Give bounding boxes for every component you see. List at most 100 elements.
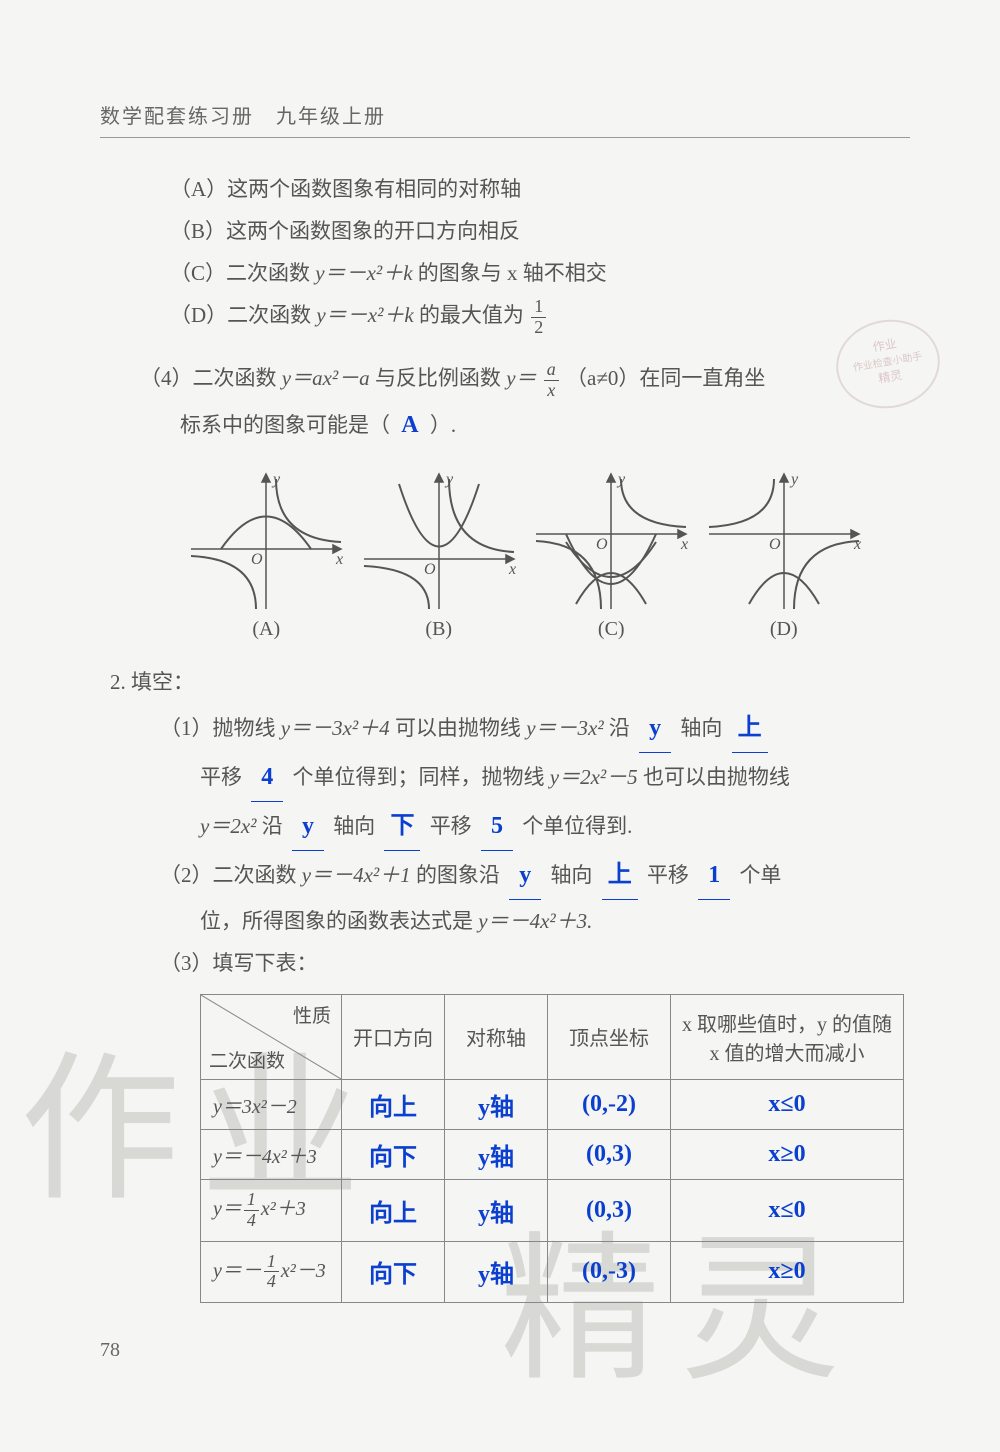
q4-mid: 与反比例函数 — [375, 366, 506, 390]
th-condition: x 取哪些值时，y 的值随 x 值的增大而减小 — [671, 994, 904, 1079]
properties-table: 性质 二次函数 开口方向 对称轴 顶点坐标 x 取哪些值时，y 的值随 x 值的… — [200, 994, 904, 1303]
func-2: y＝－4x²＋3 — [201, 1129, 342, 1179]
blank-units-1: 4 — [251, 753, 283, 802]
svg-text:x: x — [508, 561, 516, 578]
question-4-line1: （4）二次函数 y＝ax²－a 与反比例函数 y＝ a x （a≠0）在同一直角… — [140, 357, 910, 400]
table-wrap: 性质 二次函数 开口方向 对称轴 顶点坐标 x 取哪些值时，y 的值随 x 值的… — [200, 994, 910, 1303]
blank-dir-1: 上 — [732, 704, 768, 753]
page-header: 数学配套练习册 九年级上册 — [100, 100, 910, 138]
q4-expr2-pre: y＝ — [506, 366, 536, 390]
graph-b: x y O (B) — [353, 464, 526, 641]
r1-dir: 向上 — [342, 1079, 445, 1129]
r1-axis: y轴 — [445, 1079, 548, 1129]
q2-1-line2: 平移 4 个单位得到；同样，抛物线 y＝2x²－5 也可以由抛物线 — [200, 753, 910, 802]
r2-cond: x≥0 — [671, 1129, 904, 1179]
graph-a: x y O (A) — [180, 464, 353, 641]
th-axis: 对称轴 — [445, 994, 548, 1079]
r2-dir: 向下 — [342, 1129, 445, 1179]
q4-pre: （4）二次函数 — [140, 366, 282, 390]
blank-units-2: 5 — [481, 802, 513, 851]
diag-bot: 二次函数 — [209, 1046, 285, 1073]
func-3: y＝14x²＋3 — [201, 1179, 342, 1241]
option-b: （B）这两个函数图象的开口方向相反 — [170, 210, 910, 252]
page-container: 数学配套练习册 九年级上册 （A）这两个函数图象有相同的对称轴 （B）这两个函数… — [0, 0, 1000, 1343]
blank-axis-3: y — [509, 851, 541, 900]
option-d: （D）二次函数 y＝－x²＋k 的最大值为 1 2 — [170, 294, 910, 337]
option-c-post: 的图象与 x 轴不相交 — [418, 261, 607, 285]
axis-x-label: x — [335, 551, 343, 568]
section-2-head: 2. 填空： — [110, 666, 910, 696]
frac-den: 2 — [531, 318, 546, 338]
r2-vertex: (0,3) — [548, 1129, 671, 1179]
r4-axis: y轴 — [445, 1241, 548, 1303]
option-a: （A）这两个函数图象有相同的对称轴 — [170, 168, 910, 210]
option-d-expr: y＝－x²＋k — [316, 303, 413, 327]
graph-b-label: (B) — [353, 618, 526, 641]
option-d-post: 的最大值为 — [419, 303, 529, 327]
table-row: y＝－14x²－3 向下 y轴 (0,-3) x≥0 — [201, 1241, 904, 1303]
blank-units-3: 1 — [698, 851, 730, 900]
func-4: y＝－14x²－3 — [201, 1241, 342, 1303]
r1-vertex: (0,-2) — [548, 1079, 671, 1129]
blank-dir-3: 上 — [602, 851, 638, 900]
svg-text:O: O — [769, 536, 781, 553]
table-header-row: 性质 二次函数 开口方向 对称轴 顶点坐标 x 取哪些值时，y 的值随 x 值的… — [201, 994, 904, 1079]
svg-text:y: y — [616, 471, 626, 488]
blank-axis-2: y — [292, 802, 324, 851]
th-direction: 开口方向 — [342, 994, 445, 1079]
r3-cond: x≤0 — [671, 1179, 904, 1241]
r3-axis: y轴 — [445, 1179, 548, 1241]
blank-dir-2: 下 — [384, 802, 420, 851]
svg-text:y: y — [444, 471, 454, 488]
graph-d-label: (D) — [698, 618, 871, 641]
svg-text:O: O — [424, 561, 436, 578]
option-d-frac: 1 2 — [531, 297, 546, 338]
option-c-pre: （C）二次函数 — [170, 261, 315, 285]
table-row: y＝14x²＋3 向上 y轴 (0,3) x≤0 — [201, 1179, 904, 1241]
table-row: y＝－4x²＋3 向下 y轴 (0,3) x≥0 — [201, 1129, 904, 1179]
func-1: y＝3x²－2 — [201, 1079, 342, 1129]
page-number: 78 — [100, 1339, 120, 1362]
option-c-expr: y＝－x²＋k — [315, 261, 412, 285]
r4-dir: 向下 — [342, 1241, 445, 1303]
q4-expr2-post: （a≠0）在同一直角坐 — [566, 366, 765, 390]
graph-d: x y O (D) — [698, 464, 871, 641]
q4-frac-den: x — [544, 381, 559, 401]
svg-text:x: x — [680, 536, 688, 553]
graph-c: x y O (C) — [525, 464, 698, 641]
q4-l2-pre: 标系中的图象可能是（ — [180, 413, 390, 437]
q2-3: （3）填写下表： — [160, 942, 910, 984]
svg-text:x: x — [853, 536, 861, 553]
q2-2-line2: 位，所得图象的函数表达式是 y＝－4x²＋3. — [200, 900, 910, 942]
q4-l2-post: ）. — [430, 413, 456, 437]
diagonal-header: 性质 二次函数 — [201, 994, 342, 1079]
r3-dir: 向上 — [342, 1179, 445, 1241]
frac-num: 1 — [531, 297, 546, 318]
option-d-pre: （D）二次函数 — [170, 303, 316, 327]
section-2: 2. 填空： （1）抛物线 y＝－3x²＋4 可以由抛物线 y＝－3x² 沿 y… — [110, 666, 910, 1303]
r4-vertex: (0,-3) — [548, 1241, 671, 1303]
q4-frac-num: a — [544, 360, 559, 381]
diag-top: 性质 — [293, 1001, 331, 1028]
r4-cond: x≥0 — [671, 1241, 904, 1303]
graph-a-label: (A) — [180, 618, 353, 641]
r3-vertex: (0,3) — [548, 1179, 671, 1241]
blank-axis-1: y — [639, 704, 671, 753]
graph-c-label: (C) — [525, 618, 698, 641]
r1-cond: x≤0 — [671, 1079, 904, 1129]
question-4-line2: 标系中的图象可能是（ A ）. — [180, 401, 910, 449]
q4-frac: a x — [544, 360, 559, 401]
q2-1-line3: y＝2x² 沿 y 轴向 下 平移 5 个单位得到. — [200, 802, 910, 851]
table-row: y＝3x²－2 向上 y轴 (0,-2) x≤0 — [201, 1079, 904, 1129]
origin-label: O — [251, 551, 263, 568]
q4-expr1: y＝ax²－a — [282, 366, 370, 390]
th-vertex: 顶点坐标 — [548, 994, 671, 1079]
axis-y-label: y — [271, 471, 281, 488]
r2-axis: y轴 — [445, 1129, 548, 1179]
q2-2-line1: （2）二次函数 y＝－4x²＋1 的图象沿 y 轴向 上 平移 1 个单 — [160, 851, 910, 900]
option-c: （C）二次函数 y＝－x²＋k 的图象与 x 轴不相交 — [170, 252, 910, 294]
q2-1-line1: （1）抛物线 y＝－3x²＋4 可以由抛物线 y＝－3x² 沿 y 轴向 上 — [160, 704, 910, 753]
q4-answer: A — [395, 412, 424, 438]
graph-row: x y O (A) x y O ( — [180, 464, 870, 641]
svg-text:y: y — [789, 471, 799, 488]
